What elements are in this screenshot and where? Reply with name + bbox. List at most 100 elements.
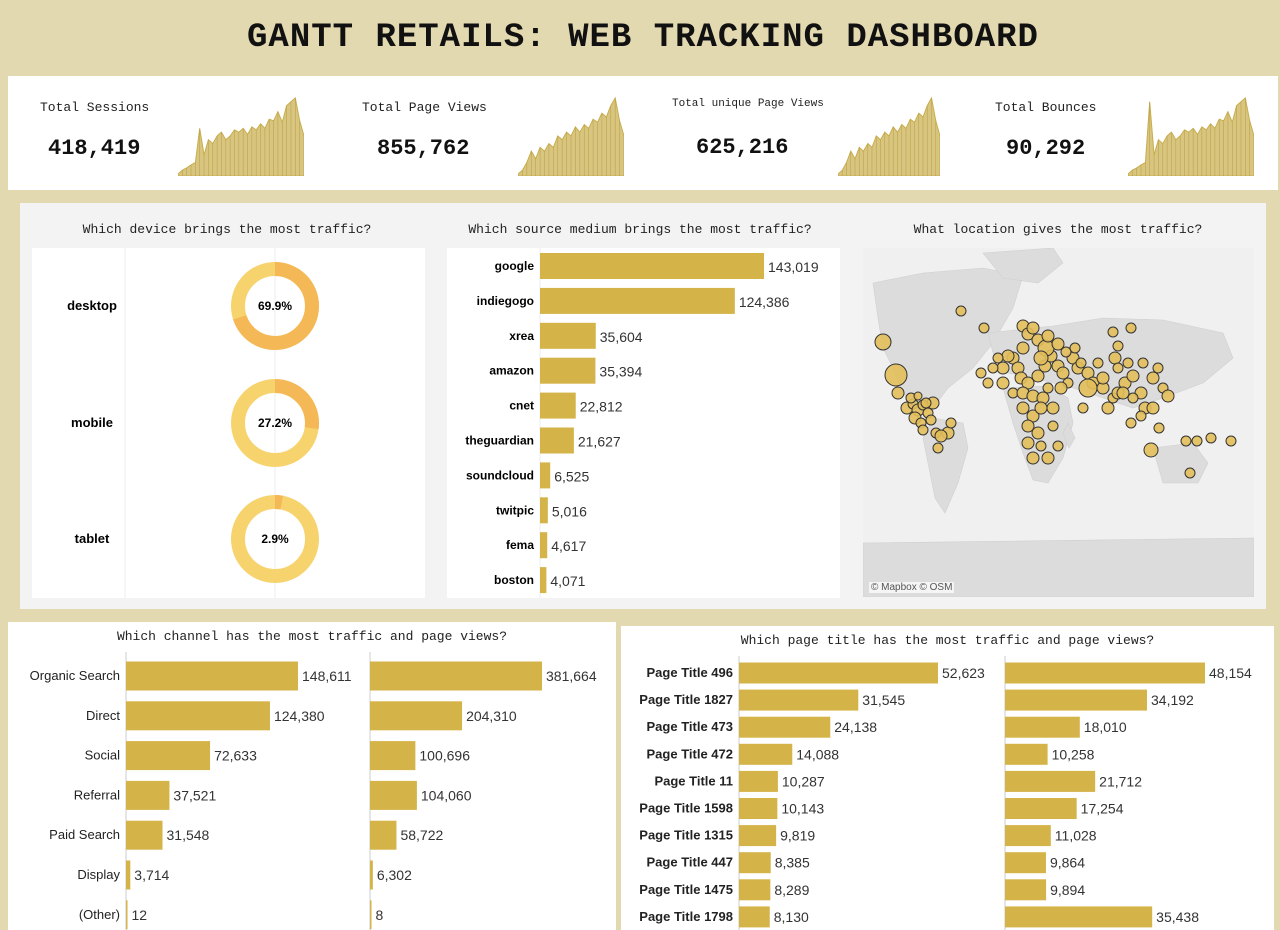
bar [1005, 662, 1205, 684]
map-point [1112, 362, 1124, 374]
bar [540, 322, 596, 349]
map-point [891, 386, 905, 400]
value-label: 10,287 [782, 773, 825, 789]
map-point [987, 362, 999, 374]
category-label: Organic Search [30, 668, 120, 683]
category-label: Page Title 11 [654, 773, 733, 788]
value-label: 4,071 [550, 573, 585, 589]
value-label: 143,019 [768, 259, 819, 275]
donut-pct-label: 2.9% [261, 532, 289, 546]
value-label: 124,380 [274, 708, 325, 724]
category-label: Direct [86, 708, 120, 723]
value-label: 3,714 [134, 867, 169, 883]
kpi-value: 625,216 [696, 135, 789, 160]
bar [1005, 852, 1046, 874]
sparkline-area [178, 97, 304, 176]
map-point [1092, 357, 1104, 369]
kpi-sparkline [518, 96, 624, 176]
map-point [1107, 326, 1119, 338]
kpi-total-page-views: Total Page Views 855,762 [328, 76, 638, 190]
category-label: Page Title 1827 [639, 692, 733, 707]
category-label: Page Title 1798 [639, 909, 733, 924]
bar [1005, 879, 1047, 901]
kpi-value: 418,419 [48, 136, 141, 161]
map-point [1126, 369, 1140, 383]
map-point [1047, 420, 1059, 432]
bar [126, 780, 170, 810]
donut-pct-label: 27.2% [258, 416, 292, 430]
map-point [1205, 432, 1217, 444]
bar [540, 567, 547, 594]
category-label: theguardian [465, 434, 534, 448]
category-label: twitpic [496, 503, 534, 517]
value-label: 8,385 [775, 855, 810, 871]
bar [540, 427, 574, 454]
location-map[interactable]: © Mapbox © OSM [862, 247, 1255, 598]
map-point [1060, 346, 1072, 358]
kpi-sparkline [838, 96, 940, 176]
bar [1005, 798, 1077, 819]
bar [540, 392, 576, 419]
bar [126, 701, 270, 731]
value-label: 37,521 [173, 787, 216, 803]
map-point [1031, 426, 1045, 440]
pagetitle-bar-chart: Page Title 496 52,623 48,154 Page Title 182… [639, 656, 1252, 930]
map-point [1021, 436, 1035, 450]
value-label: 9,894 [1050, 882, 1085, 898]
bar [126, 661, 298, 691]
map-point [1152, 362, 1164, 374]
map-point [1001, 349, 1015, 363]
value-label: 9,864 [1050, 855, 1085, 871]
bar [370, 661, 542, 691]
value-label: 14,088 [796, 746, 839, 762]
location-question: What location gives the most traffic? [913, 222, 1203, 237]
map-point [1135, 410, 1147, 422]
device-label: tablet [75, 531, 110, 546]
map-point [1075, 357, 1087, 369]
map-point [1146, 401, 1160, 415]
value-label: 24,138 [834, 719, 877, 735]
category-label: indiegogo [477, 294, 534, 308]
category-label: Page Title 1598 [639, 801, 733, 816]
device-card: desktop 69.9% mobile 27.2% tablet 2.9% [32, 248, 425, 598]
map-point [955, 305, 967, 317]
map-point [1033, 350, 1049, 366]
bar [370, 780, 417, 810]
category-label: fema [506, 538, 534, 552]
donut-pct-label: 69.9% [258, 299, 292, 313]
kpi-sparkline [178, 97, 304, 176]
value-label: 6,525 [554, 468, 589, 484]
value-label: 58,722 [400, 827, 443, 843]
bar [739, 825, 777, 847]
map-point [1180, 435, 1192, 447]
map-point [1016, 341, 1030, 355]
bar [739, 798, 778, 819]
map-point [1042, 382, 1054, 394]
value-label: 48,154 [1209, 665, 1252, 681]
kpi-label: Total Bounces [995, 100, 1097, 115]
bar [1005, 689, 1148, 711]
bar [540, 532, 548, 559]
value-label: 72,633 [214, 748, 257, 764]
value-label: 104,060 [421, 787, 472, 803]
category-label: soundcloud [466, 468, 534, 482]
value-label: 22,812 [580, 399, 623, 415]
map-point [1054, 381, 1068, 395]
kpi-total-bounces: Total Bounces 90,292 [968, 76, 1278, 190]
category-label: Page Title 1315 [639, 828, 733, 843]
land-shape [1062, 422, 1076, 449]
source-bar-chart: google 143,019 indiegogo 124,386 xrea 35,604 a… [465, 248, 819, 598]
map-point [1051, 337, 1065, 351]
value-label: 100,696 [419, 748, 470, 764]
kpi-label: Total unique Page Views [672, 98, 824, 110]
value-label: 6,302 [377, 867, 412, 883]
map-point [1116, 386, 1130, 400]
bar [1005, 825, 1051, 847]
bar [1005, 716, 1080, 738]
value-label: 10,258 [1052, 746, 1095, 762]
world-map[interactable] [862, 247, 1255, 598]
map-point [1184, 467, 1196, 479]
map-point [1125, 322, 1137, 334]
map-point [874, 333, 892, 351]
donut-slice [231, 495, 319, 583]
